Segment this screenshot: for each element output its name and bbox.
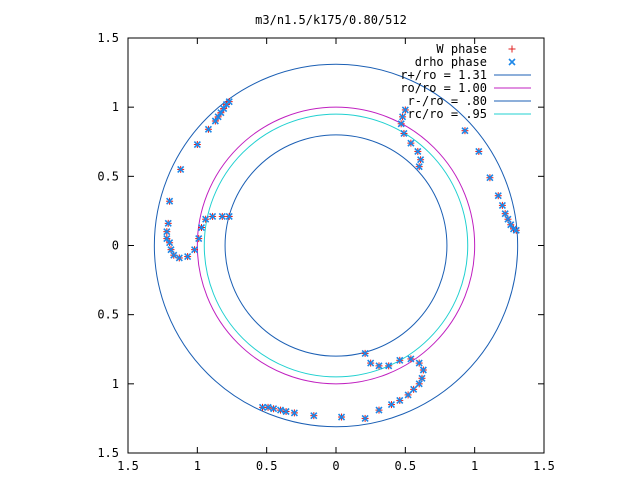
drho-phase-point bbox=[258, 403, 267, 411]
drho-phase-point bbox=[270, 405, 278, 413]
drho-phase-point bbox=[407, 355, 415, 363]
drho-phase-point bbox=[512, 226, 520, 234]
drho-phase-point bbox=[264, 403, 272, 411]
radius-circles bbox=[153, 63, 519, 428]
drho-phase-point bbox=[193, 140, 201, 149]
drho-phase-point bbox=[163, 228, 171, 236]
legend-label: r+/ro = 1.31 bbox=[400, 68, 487, 82]
y-tick-label: 0 bbox=[112, 239, 119, 253]
y-tick-label: 1.5 bbox=[97, 31, 119, 45]
drho-phase-point bbox=[166, 197, 174, 205]
drho-phase-point bbox=[494, 192, 502, 200]
drho-phase-point bbox=[404, 391, 412, 399]
drho-phase-point bbox=[220, 104, 228, 113]
drho-phase-point bbox=[396, 356, 404, 364]
drho-phase-point bbox=[501, 210, 509, 218]
drho-phase-point bbox=[504, 215, 512, 223]
drho-phase-point bbox=[415, 359, 423, 367]
drho-phase-point bbox=[415, 380, 423, 388]
drho-phase-point bbox=[164, 219, 172, 227]
y-tick-label: 1 bbox=[112, 100, 119, 114]
drho-phase-point bbox=[475, 147, 483, 155]
drho-phase-point bbox=[218, 212, 226, 221]
x-tick-label: 1.5 bbox=[533, 459, 555, 473]
drho-phase-point bbox=[415, 163, 423, 171]
drho-phase-point bbox=[310, 412, 318, 420]
drho-phase-point bbox=[361, 349, 369, 357]
legend-label: drho phase bbox=[415, 55, 487, 69]
drho-phase-point bbox=[407, 139, 415, 147]
x-tick-label: 0.5 bbox=[256, 459, 278, 473]
drho-phase-point bbox=[337, 413, 346, 421]
legend-w-marker bbox=[508, 45, 516, 53]
drho-phase-point bbox=[461, 127, 469, 135]
drho-phase-point bbox=[166, 239, 174, 247]
drho-phase-point bbox=[385, 362, 393, 370]
drho-phase-point bbox=[163, 235, 171, 243]
circle-r-ro bbox=[224, 134, 448, 357]
drho-phase-point bbox=[498, 201, 506, 209]
drho-phase-point bbox=[217, 109, 225, 117]
drho-phase-point bbox=[387, 401, 396, 409]
drho-phase-point bbox=[195, 235, 203, 243]
drho-phase-point bbox=[276, 406, 285, 414]
drho-phase-point bbox=[290, 409, 298, 417]
drho-phase-point bbox=[417, 156, 425, 164]
x-tick-label: 0.5 bbox=[394, 459, 416, 473]
drho-phase-point bbox=[202, 215, 210, 223]
drho-phase-point bbox=[211, 117, 219, 125]
drho-phase-point bbox=[418, 374, 426, 382]
x-tick-label: 1 bbox=[194, 459, 201, 473]
legend-label: W phase bbox=[436, 42, 487, 56]
legend-label: ro/ro = 1.00 bbox=[400, 81, 487, 95]
drho-phase-point bbox=[225, 98, 233, 106]
drho-phase-point bbox=[397, 120, 405, 128]
legend-label: rc/ro = .95 bbox=[408, 107, 487, 121]
drho-phase-point bbox=[398, 113, 407, 121]
drho-phase-point bbox=[204, 125, 212, 133]
drho-phase-point bbox=[400, 129, 408, 138]
drho-phase-point bbox=[375, 362, 383, 370]
circle-roro bbox=[196, 106, 476, 385]
drho-phase-point bbox=[414, 147, 422, 155]
drho-phase-point bbox=[209, 212, 217, 221]
phase-points bbox=[163, 98, 520, 422]
drho-phase-point bbox=[486, 174, 494, 182]
y-tick-label: 1.5 bbox=[97, 446, 119, 460]
drho-phase-point bbox=[225, 212, 233, 221]
drho-phase-point bbox=[197, 223, 206, 232]
drho-phase-point bbox=[410, 385, 418, 393]
circle-rcro bbox=[203, 113, 469, 378]
legend-drho-marker bbox=[508, 58, 516, 66]
y-tick-label: 0.5 bbox=[97, 308, 119, 322]
circle-r+ro bbox=[153, 63, 519, 428]
y-tick-label: 0.5 bbox=[97, 169, 119, 183]
drho-phase-point bbox=[170, 251, 178, 259]
drho-phase-point bbox=[190, 246, 199, 254]
x-tick-label: 1.5 bbox=[117, 459, 139, 473]
drho-phase-point bbox=[282, 407, 290, 416]
x-tick-label: 0 bbox=[332, 459, 339, 473]
drho-phase-point bbox=[184, 253, 192, 261]
drho-phase-point bbox=[401, 106, 409, 114]
drho-phase-point bbox=[507, 221, 515, 229]
drho-phase-point bbox=[419, 366, 427, 374]
drho-phase-point bbox=[375, 406, 383, 414]
legend-label: r-/ro = .80 bbox=[408, 94, 487, 108]
drho-phase-point bbox=[175, 254, 183, 262]
drho-phase-point bbox=[214, 113, 222, 121]
drho-phase-point bbox=[396, 396, 404, 404]
drho-phase-point bbox=[177, 165, 185, 173]
y-tick-label: 1 bbox=[112, 377, 119, 391]
chart-title: m3/n1.5/k175/0.80/512 bbox=[255, 13, 407, 27]
drho-phase-point bbox=[361, 414, 369, 422]
drho-phase-point bbox=[367, 359, 375, 367]
x-tick-label: 1 bbox=[471, 459, 478, 473]
drho-phase-point bbox=[167, 246, 175, 254]
